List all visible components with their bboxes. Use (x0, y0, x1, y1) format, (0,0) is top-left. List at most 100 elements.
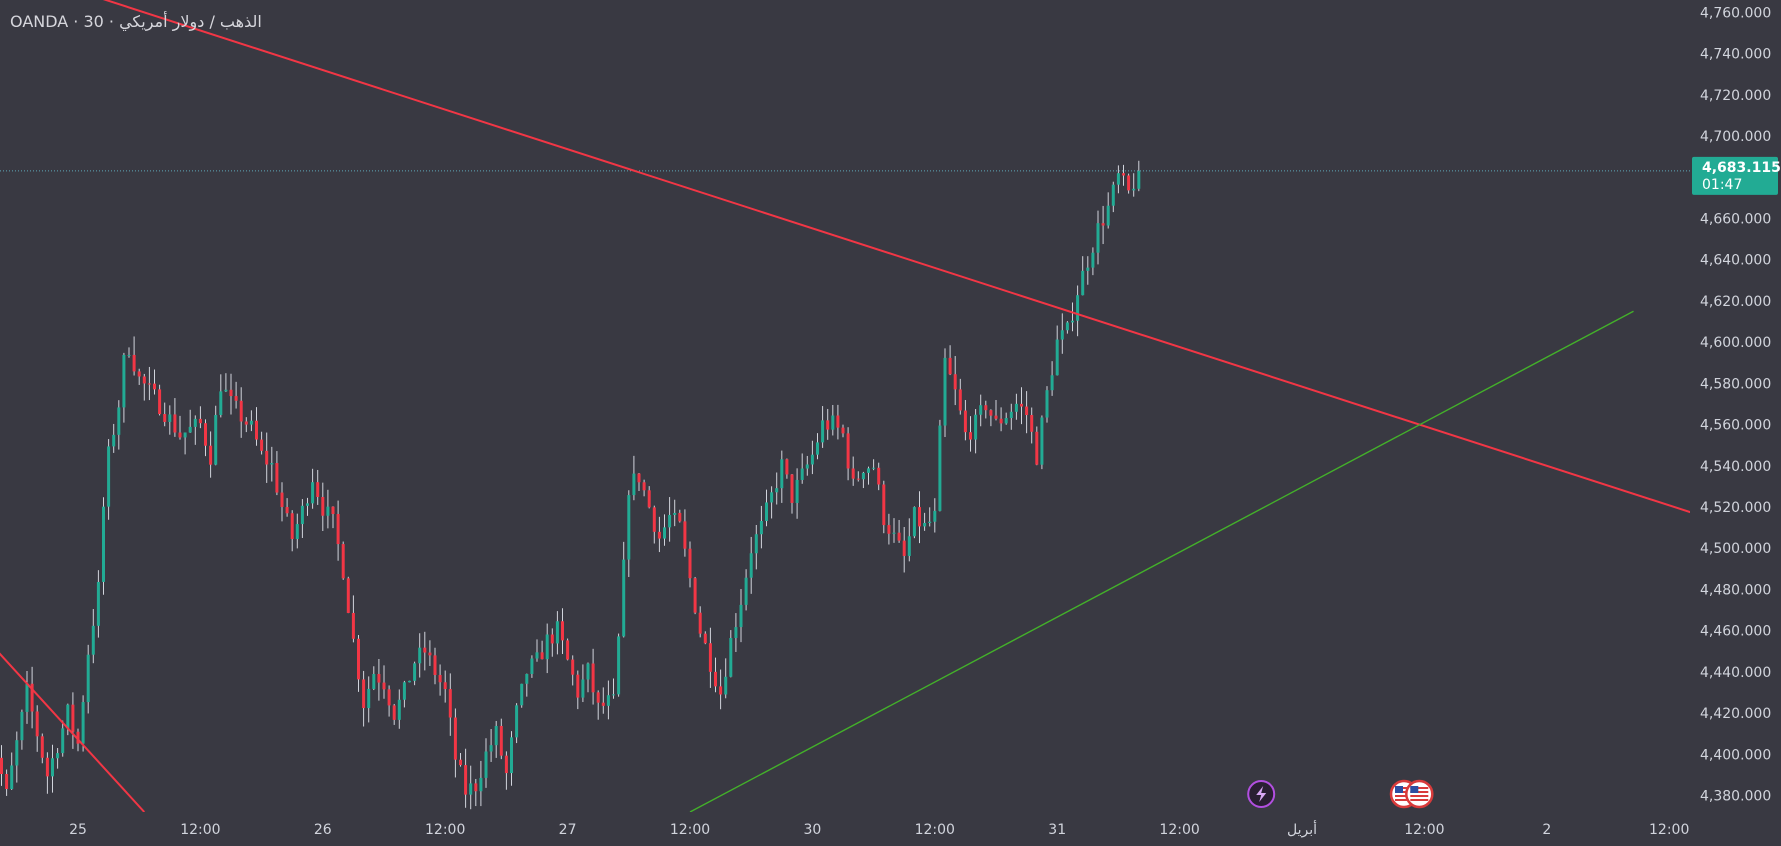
x-tick-label: 12:00 (1649, 822, 1689, 838)
candle-bear (882, 484, 886, 526)
candle-bear (1030, 415, 1034, 432)
candle-bull (673, 512, 677, 515)
candle-bear (433, 655, 437, 675)
x-tick-label: 12:00 (425, 822, 465, 838)
chart-pane[interactable] (0, 0, 1781, 812)
candle-bear (0, 757, 3, 775)
candle-bear (290, 513, 294, 539)
y-tick-label: 4,560.000 (1700, 418, 1771, 434)
candle-bull (928, 521, 932, 523)
lightning-event-icon[interactable] (1247, 780, 1276, 808)
candle-bear (504, 755, 508, 774)
candle-bear (652, 507, 656, 532)
x-tick-label: 12:00 (915, 822, 955, 838)
y-tick-label: 4,700.000 (1700, 129, 1771, 145)
candle-bear (321, 496, 325, 516)
candle-bear (459, 759, 462, 766)
candle-bear (239, 400, 243, 422)
candle-bear (362, 679, 366, 709)
y-tick-label: 4,480.000 (1700, 582, 1771, 598)
candle-bear (173, 414, 177, 433)
candle-bear (316, 482, 320, 497)
candle-bull (739, 604, 743, 628)
candle-bull (494, 725, 498, 746)
candle-bull (775, 488, 779, 493)
candle-bull (780, 459, 784, 489)
candle-bear (229, 389, 233, 397)
candle-bull (749, 553, 753, 578)
candle-bull (489, 745, 493, 752)
y-tick-label: 4,420.000 (1700, 706, 1771, 722)
candle-bear (647, 490, 651, 508)
x-tick-label: 31 (1048, 822, 1066, 838)
green-trendline[interactable] (689, 310, 1634, 812)
candle-bull (627, 495, 631, 560)
candle-bear (163, 414, 167, 422)
candle-bull (188, 426, 192, 433)
candle-bear (657, 531, 661, 539)
candle-bear (448, 689, 452, 718)
red-trendline[interactable] (0, 0, 1781, 647)
candle-bull (622, 559, 626, 637)
candle-bull (249, 420, 253, 425)
candle-bear (540, 652, 544, 660)
candle-bear (989, 410, 993, 416)
candle-bear (637, 473, 641, 483)
candle-bear (260, 439, 264, 451)
candle-bull (127, 354, 131, 356)
time-axis[interactable]: 25 12:00 26 12:00 27 12:00 30 12:00 31 12:00 أبريل… (69, 820, 1781, 838)
x-tick-label: 26 (314, 822, 332, 838)
candle-bull (1071, 320, 1074, 323)
candle-bull (729, 638, 733, 677)
candle-bull (800, 468, 804, 480)
candle-bear (887, 525, 891, 534)
candle-bull (872, 467, 876, 469)
candle-bear (392, 705, 396, 720)
candle-bear (1020, 403, 1023, 407)
candle-bear (703, 633, 707, 644)
candle-bear (198, 418, 202, 424)
candle-bull (1111, 184, 1115, 206)
candle-bull (107, 446, 111, 507)
symbol-title[interactable]: OANDA · 30 · الذهب / دولار أمريكي (10, 12, 262, 31)
candle-bull (91, 625, 95, 655)
candle-bull (295, 524, 299, 539)
candle-bear (341, 544, 345, 579)
x-tick-label: أبريل (1287, 820, 1317, 838)
candle-bear (423, 647, 427, 653)
candle-bull (117, 407, 121, 435)
price-axis[interactable]: 4,380.000 4,400.000 4,420.000 4,440.000 4,46… (1700, 5, 1771, 804)
candle-bear (678, 512, 682, 522)
candle-bull (484, 751, 488, 778)
candle-bear (178, 432, 182, 438)
candle-bull (805, 464, 809, 469)
candle-bear (147, 383, 151, 385)
candle-bull (765, 502, 768, 522)
candle-bear (591, 663, 595, 693)
candle-bear (428, 652, 432, 656)
x-tick-label: 12:00 (670, 822, 710, 838)
candle-bull (617, 636, 621, 695)
candle-bear (999, 418, 1003, 424)
red-trendline[interactable] (0, 639, 146, 812)
candle-bull (831, 415, 835, 430)
candle-bull (810, 454, 814, 465)
candle-bear (714, 671, 717, 687)
candle-bull (367, 688, 371, 709)
candle-bull (224, 389, 228, 392)
candle-bear (443, 682, 447, 690)
candle-bull (372, 673, 376, 689)
candle-bull (1137, 170, 1141, 189)
candle-bull (530, 658, 534, 674)
candle-bear (571, 659, 575, 675)
candle-bull (912, 507, 916, 537)
candle-bear (841, 427, 845, 434)
us-flag-event-icon[interactable] (1405, 779, 1434, 809)
candle-bear (984, 405, 988, 411)
candle-bull (81, 702, 85, 744)
candle-bull (525, 673, 529, 684)
candle-bull (397, 699, 401, 720)
candle-bull (510, 737, 513, 774)
candle-bear (1025, 406, 1029, 416)
